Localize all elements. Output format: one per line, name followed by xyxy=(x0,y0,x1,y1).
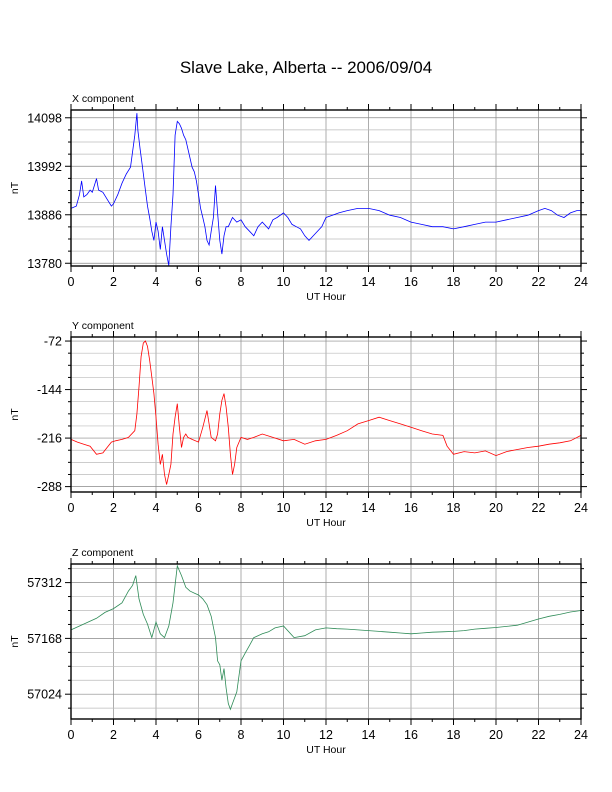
x-tick-label: 14 xyxy=(362,501,376,515)
x-tick-label: 6 xyxy=(195,275,202,289)
x-tick-label: 4 xyxy=(153,275,160,289)
y-tick-label: -288 xyxy=(37,480,62,494)
x-tick-label: 12 xyxy=(319,728,333,742)
x-tick-label: 18 xyxy=(447,728,461,742)
x-tick-label: 22 xyxy=(532,728,546,742)
x-tick-label: 20 xyxy=(489,728,503,742)
x-tick-label: 4 xyxy=(153,728,160,742)
x-tick-label: 0 xyxy=(68,501,75,515)
x-tick-label: 16 xyxy=(404,275,418,289)
y-tick-label: -144 xyxy=(37,383,62,397)
plot-frame xyxy=(70,109,582,267)
y-tick-label: -72 xyxy=(44,335,62,349)
x-axis-label: UT Hour xyxy=(306,744,346,756)
y-tick-label: 13780 xyxy=(27,257,62,271)
x-tick-label: 12 xyxy=(319,501,333,515)
y-tick-label: -216 xyxy=(37,432,62,446)
data-line xyxy=(70,113,581,266)
x-tick-label: 24 xyxy=(574,728,588,742)
x-tick-label: 12 xyxy=(319,275,333,289)
x-tick-label: 18 xyxy=(447,275,461,289)
x-tick-label: 10 xyxy=(277,275,291,289)
y-tick-label: 13992 xyxy=(27,160,62,174)
x-axis-label: UT Hour xyxy=(306,517,346,529)
x-tick-label: 20 xyxy=(489,501,503,515)
x-tick-label: 14 xyxy=(362,728,376,742)
x-tick-label: 8 xyxy=(238,501,245,515)
x-tick-label: 10 xyxy=(277,728,291,742)
x-tick-label: 24 xyxy=(574,501,588,515)
y-tick-label: 14098 xyxy=(27,111,62,125)
x-tick-label: 14 xyxy=(362,275,376,289)
plot-frame xyxy=(70,336,582,493)
x-tick-label: 20 xyxy=(489,275,503,289)
panel-title: Z component xyxy=(72,547,133,559)
x-tick-label: 16 xyxy=(404,728,418,742)
y-tick-label: 57168 xyxy=(27,632,62,646)
x-axis-label: UT Hour xyxy=(306,291,346,303)
plot-frame xyxy=(70,563,582,720)
page-title: Slave Lake, Alberta -- 2006/09/04 xyxy=(179,58,433,77)
x-tick-label: 16 xyxy=(404,501,418,515)
x-tick-label: 6 xyxy=(195,501,202,515)
x-tick-label: 22 xyxy=(532,501,546,515)
data-line xyxy=(70,340,582,485)
x-tick-label: 10 xyxy=(277,501,291,515)
y-tick-label: 57024 xyxy=(27,688,62,702)
data-line xyxy=(70,564,582,711)
x-tick-label: 2 xyxy=(110,501,117,515)
x-tick-label: 0 xyxy=(68,728,75,742)
x-tick-label: 8 xyxy=(238,728,245,742)
x-tick-label: 18 xyxy=(447,501,461,515)
x-tick-label: 22 xyxy=(532,275,546,289)
x-tick-label: 6 xyxy=(195,728,202,742)
y-tick-label: 57312 xyxy=(27,576,62,590)
y-axis-label: nT xyxy=(9,181,21,194)
panel-title: X component xyxy=(72,93,134,105)
x-tick-label: 0 xyxy=(68,275,75,289)
x-tick-label: 24 xyxy=(574,275,588,289)
y-axis-label: nT xyxy=(9,635,21,648)
x-tick-label: 4 xyxy=(153,501,160,515)
y-axis-label: nT xyxy=(9,408,21,421)
x-tick-label: 8 xyxy=(238,275,245,289)
x-tick-label: 2 xyxy=(110,728,117,742)
y-tick-label: 13886 xyxy=(27,208,62,222)
panel-title: Y component xyxy=(72,320,134,332)
x-tick-label: 2 xyxy=(110,275,117,289)
